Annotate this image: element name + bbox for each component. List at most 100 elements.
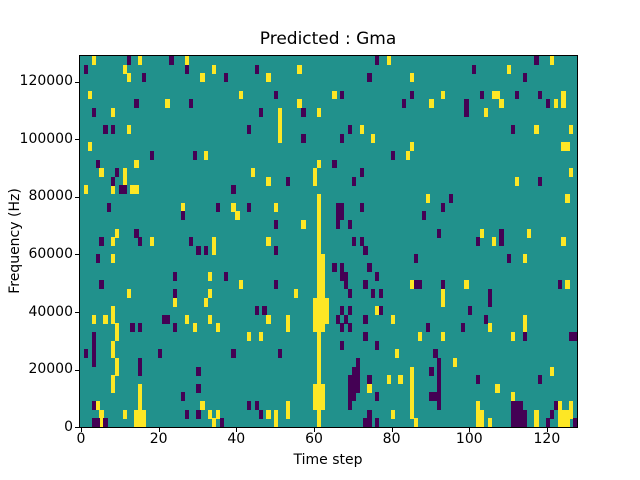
heatmap-cell — [180, 211, 186, 221]
heatmap-cell — [111, 185, 116, 195]
heatmap-cell — [549, 56, 555, 65]
heatmap-cell — [320, 254, 325, 264]
heatmap-cell — [340, 340, 345, 350]
heatmap-cell — [258, 409, 263, 419]
heatmap-cell — [316, 237, 322, 247]
heatmap-cell — [215, 323, 221, 333]
heatmap-cell — [320, 383, 325, 393]
heatmap-cell — [351, 237, 357, 247]
heatmap-cell — [351, 375, 357, 385]
heatmap-cell — [231, 202, 236, 212]
heatmap-cell — [386, 56, 391, 65]
heatmap-cell — [118, 185, 124, 195]
heatmap-cell — [274, 418, 279, 427]
heatmap-cell — [340, 323, 345, 333]
heatmap-cell — [266, 176, 271, 186]
heatmap-cell — [297, 99, 302, 109]
heatmap-cell — [561, 99, 566, 109]
heatmap-cell — [142, 418, 147, 427]
heatmap-cell — [173, 288, 178, 298]
heatmap-cell — [476, 401, 481, 411]
heatmap-cell — [316, 349, 322, 359]
heatmap-cell — [293, 288, 298, 298]
heatmap-cell — [441, 202, 446, 212]
heatmap-cell — [142, 409, 147, 419]
heatmap-cell — [316, 107, 322, 117]
heatmap-cell — [111, 340, 116, 350]
heatmap-cell — [347, 125, 353, 134]
x-tick-mark — [81, 428, 82, 432]
heatmap-cell — [499, 99, 504, 109]
heatmap-cell — [433, 349, 438, 359]
heatmap-cell — [340, 90, 345, 100]
heatmap-cell — [184, 409, 190, 419]
heatmap-cell — [320, 263, 325, 273]
heatmap-cell — [390, 150, 395, 160]
heatmap-cell — [180, 392, 186, 402]
heatmap-cell — [569, 125, 574, 134]
heatmap-cell — [312, 401, 318, 411]
chart-title: Predicted : Gma — [259, 29, 397, 49]
heatmap-cell — [565, 194, 570, 204]
x-tick-mark — [314, 428, 315, 432]
heatmap-cell — [95, 418, 100, 427]
heatmap-cell — [161, 314, 166, 324]
heatmap-cell — [495, 383, 500, 393]
heatmap-cell — [99, 409, 104, 419]
heatmap-cell — [138, 366, 143, 376]
heatmap-cell — [491, 237, 496, 247]
heatmap-cell — [91, 107, 96, 117]
heatmap-cell — [340, 211, 345, 221]
heatmap-cell — [347, 375, 353, 385]
heatmap-cell — [235, 211, 240, 221]
heatmap-cell — [134, 409, 139, 419]
heatmap-cell — [573, 418, 577, 427]
heatmap-cell — [534, 125, 539, 134]
heatmap-cell — [254, 64, 259, 74]
heatmap-cell — [487, 418, 492, 427]
heatmap-cell — [425, 323, 430, 333]
heatmap-cell — [138, 237, 143, 247]
heatmap-cell — [491, 90, 496, 100]
heatmap-cell — [367, 263, 372, 273]
heatmap-cell — [437, 366, 442, 376]
heatmap-cell — [316, 332, 322, 342]
heatmap-cell — [332, 263, 337, 273]
heatmap-cell — [367, 409, 372, 419]
heatmap-cell — [165, 99, 170, 109]
heatmap-cell — [316, 306, 322, 316]
heatmap-cell — [316, 211, 322, 221]
heatmap-cell — [406, 150, 411, 160]
heatmap-cell — [549, 409, 555, 419]
heatmap-cell — [375, 340, 380, 350]
heatmap-cell — [114, 366, 120, 376]
heatmap-cell — [266, 237, 271, 247]
heatmap-cell — [510, 392, 516, 402]
heatmap-cell — [91, 401, 96, 411]
heatmap-cell — [91, 340, 96, 350]
heatmap-cell — [188, 237, 193, 247]
heatmap-cell — [208, 271, 213, 281]
heatmap-cell — [196, 383, 201, 393]
heatmap-cell — [476, 418, 481, 427]
heatmap-cell — [565, 280, 570, 290]
x-tick-label: 40 — [227, 431, 246, 447]
heatmap-cell — [569, 401, 574, 411]
heatmap-cell — [278, 125, 283, 134]
heatmap-cell — [347, 306, 353, 316]
heatmap-cell — [569, 409, 574, 419]
heatmap-cell — [371, 288, 376, 298]
heatmap-cell — [553, 99, 558, 109]
heatmap-cell — [223, 271, 228, 281]
heatmap-cell — [363, 314, 368, 324]
heatmap-cell — [425, 194, 430, 204]
heatmap-cell — [495, 90, 500, 100]
heatmap-cell — [316, 401, 322, 411]
heatmap-cell — [126, 73, 131, 83]
heatmap-cell — [83, 64, 89, 74]
heatmap-cell — [487, 323, 492, 333]
heatmap-cell — [208, 409, 213, 419]
x-tick-label: 60 — [305, 431, 323, 447]
x-tick-mark — [158, 428, 160, 432]
heatmap-cell — [111, 314, 116, 324]
